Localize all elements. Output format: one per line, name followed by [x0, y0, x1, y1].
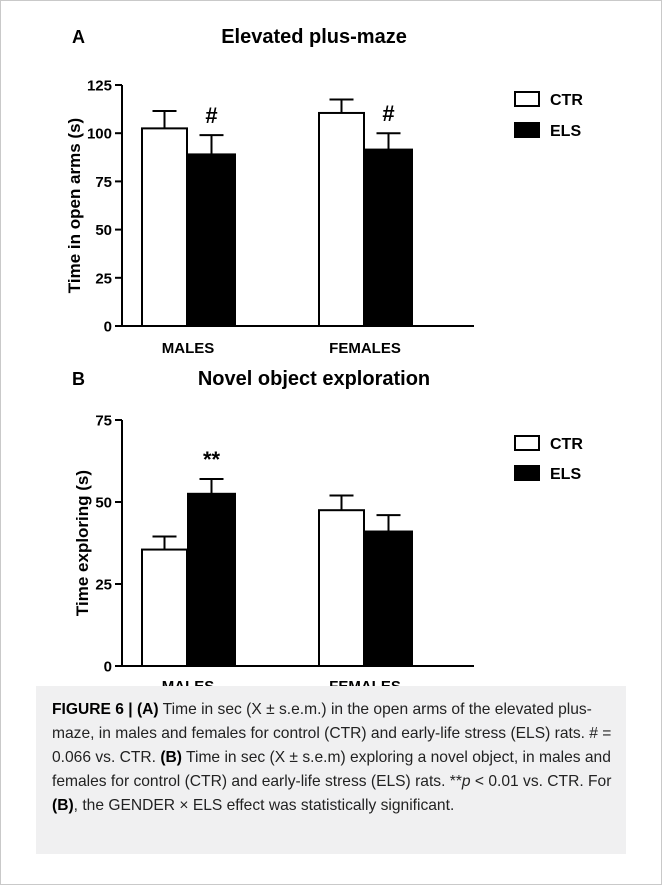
- caption-figure-label: FIGURE 6 |: [52, 701, 133, 718]
- caption-b-text-3: , the GENDER × ELS effect was statistica…: [73, 797, 455, 814]
- pa-bar-els-males: [187, 153, 236, 327]
- pb-legend-label-els: ELS: [550, 466, 581, 483]
- pb-y-tick-label: 0: [104, 659, 112, 676]
- pa-y-tick-label: 0: [104, 319, 112, 336]
- pb-bar-ctr-males: [141, 548, 188, 667]
- pb-bar-els-females: [364, 530, 413, 668]
- pa-legend-swatch-ctr: [514, 91, 540, 107]
- pb-bar-els-males: [187, 492, 236, 667]
- pb-legend-label-ctr: CTR: [550, 436, 583, 453]
- pb-y-tick-label: 50: [95, 495, 112, 512]
- pa-y-tick-label: 50: [95, 222, 112, 239]
- pa-chart-title: Elevated plus-maze: [221, 26, 407, 48]
- pa-y-tick-label: 75: [95, 174, 112, 191]
- caption-a-text: Time in sec (X ± s.e.m.) in the open arm…: [52, 701, 612, 766]
- pa-bar-ctr-males: [141, 127, 188, 327]
- caption-b-text: Time in sec (X ± s.e.m) exploring a nove…: [52, 749, 611, 790]
- pa-category-label: FEMALES: [329, 340, 401, 357]
- pb-significance-marker: **: [203, 447, 221, 472]
- pa-y-axis-label: Time in open arms (s): [65, 118, 84, 293]
- caption-b-label: (B): [160, 749, 182, 766]
- caption-b-label-2: (B): [52, 797, 74, 814]
- pa-y-tick-label: 100: [87, 126, 112, 143]
- pb-y-tick-label: 75: [95, 413, 112, 430]
- pb-y-axis-label: Time exploring (s): [73, 470, 92, 616]
- pa-y-tick-label: 125: [87, 78, 112, 95]
- pa-legend-label-els: ELS: [550, 123, 581, 140]
- figure-caption: FIGURE 6 | (A) Time in sec (X ± s.e.m.) …: [36, 686, 626, 854]
- pb-legend-swatch-els: [514, 465, 540, 481]
- pb-legend-swatch-ctr: [514, 435, 540, 451]
- pa-legend-swatch-els: [514, 122, 540, 138]
- pb-panel-label: B: [72, 369, 85, 389]
- pa-y-tick-label: 25: [95, 270, 112, 287]
- pb-y-tick-label: 25: [95, 577, 112, 594]
- pa-legend-label-ctr: CTR: [550, 92, 583, 109]
- pa-panel-label: A: [72, 27, 85, 47]
- pb-chart-title: Novel object exploration: [198, 368, 430, 390]
- pa-significance-marker: #: [382, 101, 394, 126]
- pa-bar-els-females: [364, 148, 413, 327]
- caption-a-label: (A): [136, 701, 159, 718]
- caption-p-symbol: p: [461, 773, 471, 790]
- pb-bar-ctr-females: [318, 509, 365, 668]
- pa-significance-marker: #: [205, 103, 217, 128]
- pa-bar-ctr-females: [318, 111, 365, 328]
- pa-category-label: MALES: [162, 340, 215, 357]
- caption-b-text-2: < 0.01 vs. CTR. For: [470, 773, 612, 790]
